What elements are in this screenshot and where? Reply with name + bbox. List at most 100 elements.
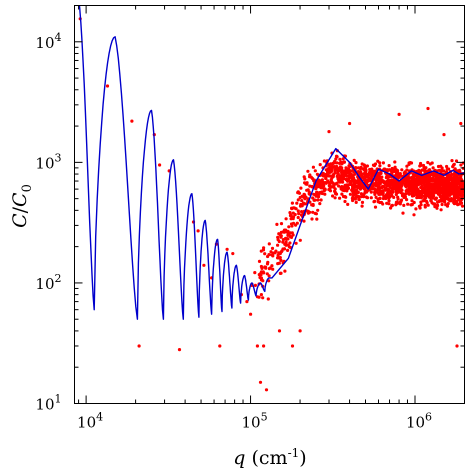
data-point <box>353 197 357 201</box>
data-point <box>447 183 451 187</box>
data-point <box>363 169 367 173</box>
data-point <box>296 198 300 202</box>
data-point <box>398 202 402 206</box>
data-point <box>259 293 263 297</box>
data-point <box>389 182 393 186</box>
data-point <box>257 295 261 299</box>
data-point <box>426 106 430 111</box>
data-point <box>299 213 304 217</box>
data-point <box>202 263 206 267</box>
data-point <box>345 169 349 173</box>
data-point <box>440 175 445 179</box>
data-point <box>263 265 267 269</box>
data-point <box>276 238 280 242</box>
data-point <box>231 252 235 256</box>
data-point <box>341 157 345 161</box>
data-point <box>364 175 368 179</box>
data-point <box>370 167 374 171</box>
x-tick-label: 106 <box>406 411 432 432</box>
data-point <box>306 169 310 173</box>
data-point <box>266 297 270 301</box>
data-point <box>341 185 345 189</box>
data-point <box>419 163 423 167</box>
data-point <box>434 196 438 200</box>
data-point <box>450 181 454 185</box>
data-point <box>390 203 394 207</box>
data-point <box>436 200 440 204</box>
data-point <box>442 133 446 137</box>
data-point <box>371 163 376 167</box>
data-point <box>279 258 283 262</box>
data-point <box>303 177 307 181</box>
data-point <box>460 204 465 208</box>
data-point <box>249 312 253 316</box>
data-point <box>357 170 361 174</box>
data-point <box>361 193 366 197</box>
data-point <box>397 112 401 116</box>
data-point <box>333 196 337 200</box>
data-point <box>310 217 314 221</box>
data-point <box>406 180 410 184</box>
x-axis-label: q (cm-1) <box>233 446 306 469</box>
data-point <box>177 348 182 352</box>
data-point <box>447 167 451 171</box>
data-point <box>457 196 462 201</box>
data-point <box>275 222 279 226</box>
data-point <box>158 163 162 167</box>
data-point <box>369 196 373 200</box>
data-point <box>439 208 443 212</box>
data-point <box>429 195 433 200</box>
data-point <box>352 189 356 193</box>
data-point <box>451 165 455 169</box>
data-point <box>377 180 381 184</box>
data-point <box>302 202 306 206</box>
data-point <box>291 211 295 215</box>
data-point <box>454 182 458 186</box>
data-point <box>342 160 346 164</box>
data-point <box>387 199 391 203</box>
data-point <box>425 183 429 187</box>
data-point <box>330 180 334 184</box>
data-point <box>452 172 456 177</box>
data-point <box>439 188 443 192</box>
data-point <box>313 169 317 173</box>
data-point <box>340 171 344 175</box>
data-point <box>360 200 365 204</box>
data-point <box>340 192 344 196</box>
data-point <box>363 164 367 168</box>
data-point <box>279 234 283 238</box>
plot-frame <box>74 5 465 404</box>
data-point <box>276 243 280 247</box>
data-point <box>314 212 318 216</box>
data-point <box>299 203 303 207</box>
data-point <box>407 192 411 196</box>
data-point <box>348 182 352 186</box>
data-point <box>450 159 454 163</box>
fit-curve-line <box>78 5 465 320</box>
data-point <box>449 199 453 203</box>
data-point <box>279 230 283 234</box>
data-point <box>257 273 261 277</box>
data-point <box>458 202 462 206</box>
data-point <box>412 182 416 186</box>
data-point <box>426 160 430 165</box>
data-point <box>346 202 350 206</box>
data-point <box>400 168 404 172</box>
data-point <box>376 197 380 202</box>
data-point <box>374 195 378 199</box>
data-point <box>452 189 456 193</box>
data-point <box>434 183 438 187</box>
data-point <box>364 195 368 199</box>
data-point <box>302 219 306 223</box>
data-point <box>319 198 323 202</box>
data-point <box>323 181 327 185</box>
data-point <box>318 202 322 206</box>
data-point <box>311 196 315 200</box>
data-point <box>294 241 298 245</box>
data-point <box>445 192 449 196</box>
data-point <box>341 188 345 192</box>
data-point <box>409 180 413 184</box>
data-point <box>460 182 465 186</box>
data-point <box>271 267 275 271</box>
data-points <box>78 17 466 392</box>
